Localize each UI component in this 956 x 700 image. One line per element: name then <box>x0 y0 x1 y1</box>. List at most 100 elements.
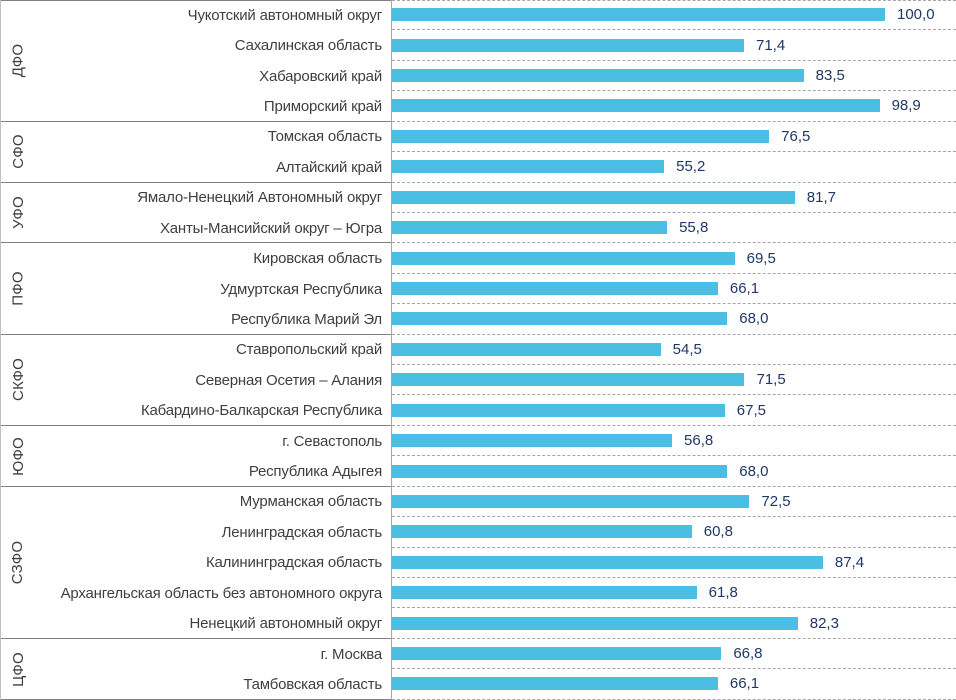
bar <box>392 99 880 113</box>
category-label: Архангельская область без автономного ок… <box>60 584 383 602</box>
value-label: 66,1 <box>729 675 760 693</box>
bar <box>392 342 661 356</box>
value-label: 76,5 <box>781 127 811 145</box>
bar <box>392 647 722 661</box>
bar <box>392 38 744 52</box>
category-row: Ставропольский край <box>1 335 391 365</box>
value-label: 66,1 <box>729 280 760 297</box>
bar <box>392 190 795 204</box>
value-label: 100,0 <box>897 6 935 24</box>
category-row: Ямало-Ненецкий Автономный округ <box>1 183 391 213</box>
category-row: Ленинградская область <box>1 517 391 547</box>
value-label: 60,8 <box>703 523 733 541</box>
bar-row: 83,5 <box>392 61 956 92</box>
bar-track: 68,0 <box>392 463 885 480</box>
category-row: Тамбовская область <box>1 669 391 699</box>
top-dashed-line <box>392 0 956 1</box>
category-row: Чукотский автономный округ <box>1 0 391 30</box>
bar-row: 60,8 <box>392 517 956 548</box>
value-label: 98,9 <box>891 97 921 115</box>
category-label: Ненецкий автономный округ <box>189 615 382 633</box>
category-label: Хабаровский край <box>259 67 382 85</box>
bar-track: 55,2 <box>392 158 885 175</box>
category-label: Чукотский автономный округ <box>187 6 383 24</box>
bar-track: 83,5 <box>392 67 885 85</box>
bar-row: 69,5 <box>392 243 956 274</box>
category-row: Алтайский край <box>1 152 391 182</box>
bar-track: 56,8 <box>392 432 885 449</box>
bar <box>392 8 885 22</box>
category-label: Алтайский край <box>276 158 382 176</box>
bar-row: 61,8 <box>392 578 956 609</box>
bar-track: 61,8 <box>392 584 885 601</box>
category-label: Приморский край <box>263 97 382 115</box>
bar <box>392 69 804 83</box>
category-label: Тамбовская область <box>243 675 382 693</box>
category-label: Кабардино-Балкарская Республика <box>140 402 382 420</box>
category-label: Калининградская область <box>205 554 382 572</box>
bar-track: 76,5 <box>392 127 885 145</box>
bar <box>392 434 673 448</box>
bar-track: 69,5 <box>392 250 885 267</box>
category-label: г. Севастополь <box>282 432 382 450</box>
bar-track: 71,4 <box>392 37 885 54</box>
bar-row: 68,0 <box>392 304 956 335</box>
category-row: г. Севастополь <box>1 426 391 456</box>
bar-track: 87,4 <box>392 554 885 571</box>
bar-row: 66,1 <box>392 274 956 305</box>
bar-track: 68,0 <box>392 310 885 328</box>
value-label: 82,3 <box>809 614 839 632</box>
value-label: 68,0 <box>739 310 769 328</box>
value-label: 83,5 <box>815 67 845 85</box>
bar <box>392 677 718 691</box>
category-row: Архангельская область без автономного ок… <box>1 578 391 608</box>
category-row: Приморский край <box>1 91 391 121</box>
category-label: Республика Адыгея <box>248 463 382 481</box>
bar <box>392 129 770 143</box>
category-label: Мурманская область <box>239 493 382 511</box>
category-label: Ленинградская область <box>221 523 383 541</box>
bar <box>392 464 728 478</box>
category-row: г. Москва <box>1 639 391 669</box>
bar-track: 71,5 <box>392 371 885 389</box>
bar <box>392 221 668 235</box>
category-label: Ямало-Ненецкий Автономный округ <box>137 189 382 207</box>
bar-row: 66,1 <box>392 669 956 700</box>
category-label: Сахалинская область <box>234 37 382 55</box>
bar-row: 68,0 <box>392 456 956 487</box>
bar <box>392 555 823 569</box>
bar <box>392 373 745 387</box>
bar-row: 66,8 <box>392 639 956 670</box>
value-label: 81,7 <box>806 188 836 206</box>
bar-row: 81,7 <box>392 183 956 213</box>
bar <box>392 282 718 295</box>
bar-track: 54,5 <box>392 340 885 358</box>
value-label: 71,5 <box>756 371 786 389</box>
category-row: Северная Осетия – Алания <box>1 365 391 395</box>
category-label: г. Москва <box>320 645 383 663</box>
bar-track: 81,7 <box>392 188 885 206</box>
plot-area: 100,0 71,4 83,5 98,9 76,5 55,2 81,7 55,8… <box>391 0 956 700</box>
category-label: Ставропольский край <box>235 341 382 359</box>
bar-track: 100,0 <box>392 6 935 23</box>
bar-track: 72,5 <box>392 493 885 510</box>
value-label: 54,5 <box>672 340 702 358</box>
bar <box>392 251 735 265</box>
category-row: Томская область <box>1 122 391 152</box>
bar-track: 66,1 <box>392 675 885 693</box>
bar-track: 66,1 <box>392 280 885 297</box>
bar <box>392 586 697 600</box>
category-row: Мурманская область <box>1 487 391 517</box>
bar-row: 55,8 <box>392 213 956 244</box>
category-row: Сахалинская область <box>1 30 391 60</box>
bar <box>392 525 692 539</box>
category-row: Удмуртская Республика <box>1 274 391 304</box>
bar-row: 55,2 <box>392 152 956 183</box>
bar <box>392 494 750 508</box>
bar-row: 54,5 <box>392 335 956 366</box>
bar <box>392 160 665 174</box>
category-label: Томская область <box>267 128 382 146</box>
bar <box>392 312 728 326</box>
category-label: Кировская область <box>253 250 382 268</box>
